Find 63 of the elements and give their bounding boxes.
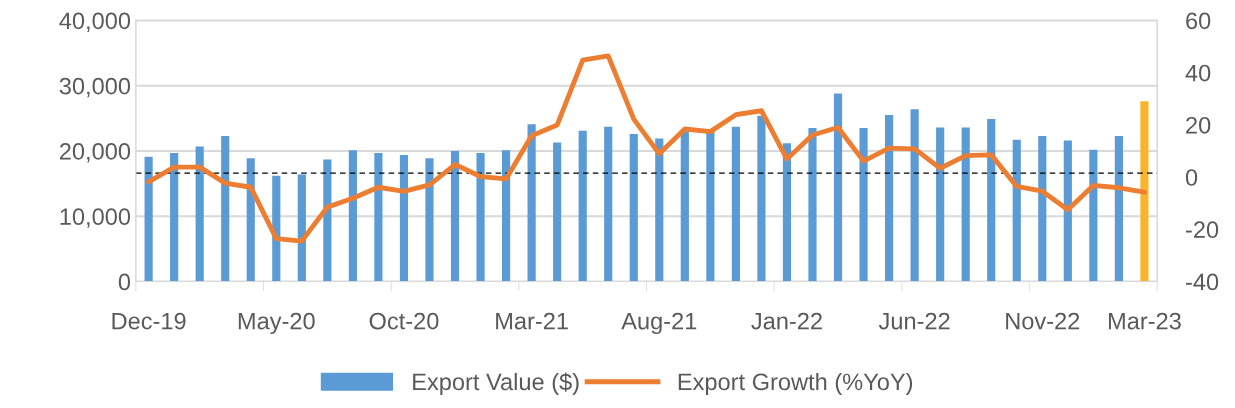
line-series xyxy=(146,53,1147,244)
bar xyxy=(221,135,230,282)
bar xyxy=(782,143,792,282)
bar xyxy=(655,138,664,282)
y2-tick-label: -20 xyxy=(1186,221,1219,239)
y-tick-label: 30,000 xyxy=(59,77,131,98)
bar xyxy=(323,159,332,282)
bar xyxy=(731,126,740,282)
bar xyxy=(680,131,689,282)
y-tick-label: 0 xyxy=(118,273,131,291)
y2-tick-label: 40 xyxy=(1185,64,1211,82)
x-tick-label: Dec-19 xyxy=(112,312,186,330)
x-tick-label: Oct-20 xyxy=(369,312,439,330)
bar xyxy=(1114,135,1123,282)
bar xyxy=(502,150,511,282)
legend-label: Export Growth (%YoY) xyxy=(678,372,913,395)
bar xyxy=(297,174,306,282)
x-tick-label: Jun-22 xyxy=(878,312,950,330)
bar xyxy=(1140,101,1149,282)
x-tick-label: May-20 xyxy=(238,312,315,335)
bar xyxy=(527,124,536,282)
bar xyxy=(757,115,766,282)
bar xyxy=(1089,149,1098,282)
bar xyxy=(910,109,919,282)
x-tick-label: Aug-21 xyxy=(621,312,697,335)
bar xyxy=(1038,135,1047,282)
y2-tick-label: 0 xyxy=(1185,169,1198,186)
y-tick-label: 40,000 xyxy=(59,12,131,32)
bar xyxy=(348,150,357,282)
bar xyxy=(374,152,383,282)
bar xyxy=(885,115,894,282)
bar xyxy=(195,146,204,282)
bar xyxy=(170,152,179,282)
x-tick-label: Nov-22 xyxy=(1006,312,1080,330)
bar xyxy=(833,93,843,282)
bar xyxy=(476,152,485,282)
bar xyxy=(399,154,409,282)
y-tick-label: 20,000 xyxy=(59,143,131,163)
y2-tick-label: 60 xyxy=(1186,12,1211,30)
bar xyxy=(553,142,562,282)
bar xyxy=(808,128,817,282)
y2-tick-label: -40 xyxy=(1186,273,1219,291)
bar xyxy=(246,158,255,282)
bar xyxy=(425,158,434,282)
x-tick-label: Jan-22 xyxy=(751,312,822,330)
bar xyxy=(604,126,613,282)
bar xyxy=(859,128,868,282)
bar xyxy=(1063,140,1072,282)
x-tick-label: Mar-23 xyxy=(1108,312,1181,330)
bar xyxy=(936,127,945,282)
bar xyxy=(144,156,153,282)
bar xyxy=(1012,139,1021,282)
y-tick-label: 10,000 xyxy=(60,208,131,228)
legend-label: Export Value ($) xyxy=(413,372,579,395)
bar xyxy=(272,175,281,282)
bar xyxy=(987,118,996,282)
bar xyxy=(578,130,587,282)
x-tick-label: Mar-21 xyxy=(496,312,568,330)
y2-tick-label: 20 xyxy=(1186,116,1211,134)
bar xyxy=(961,127,970,282)
bar xyxy=(706,132,715,282)
bar xyxy=(450,150,460,282)
bar xyxy=(629,133,638,282)
